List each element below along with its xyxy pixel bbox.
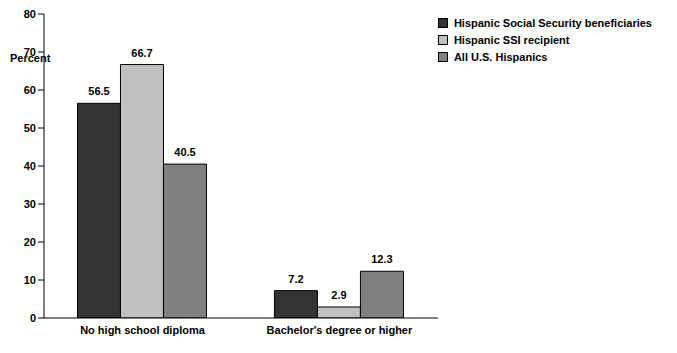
svg-text:7.2: 7.2 xyxy=(288,273,303,285)
svg-text:No high school diploma: No high school diploma xyxy=(80,324,206,336)
svg-text:40.5: 40.5 xyxy=(174,146,195,158)
svg-text:60: 60 xyxy=(24,84,36,96)
svg-text:0: 0 xyxy=(30,312,36,324)
svg-text:Bachelor's degree or higher: Bachelor's degree or higher xyxy=(267,324,413,336)
svg-text:40: 40 xyxy=(24,160,36,172)
svg-text:2.9: 2.9 xyxy=(331,289,346,301)
svg-text:10: 10 xyxy=(24,274,36,286)
svg-text:66.7: 66.7 xyxy=(131,47,152,59)
svg-text:30: 30 xyxy=(24,198,36,210)
svg-text:80: 80 xyxy=(24,8,36,20)
svg-text:56.5: 56.5 xyxy=(88,85,109,97)
svg-text:20: 20 xyxy=(24,236,36,248)
svg-text:12.3: 12.3 xyxy=(371,253,392,265)
svg-text:50: 50 xyxy=(24,122,36,134)
svg-text:70: 70 xyxy=(24,46,36,58)
